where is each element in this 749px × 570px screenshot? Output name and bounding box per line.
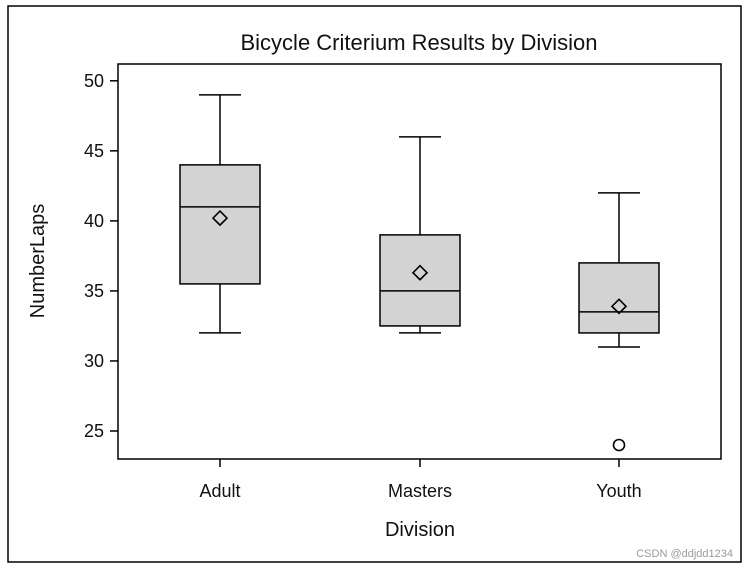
x-axis-label: Division xyxy=(385,519,455,541)
y-axis-label: NumberLaps xyxy=(27,204,49,319)
y-tick-label: 30 xyxy=(84,351,104,371)
box-iqr xyxy=(578,262,660,334)
mean-marker xyxy=(211,209,229,227)
chart-title: Bicycle Criterium Results by Division xyxy=(241,30,598,55)
x-tick-label: Youth xyxy=(596,481,641,501)
y-tick-label: 40 xyxy=(84,211,104,231)
y-tick-label: 45 xyxy=(84,141,104,161)
y-axis: 25 30 35 40 45 50 xyxy=(84,71,118,441)
mean-marker xyxy=(411,264,429,281)
y-tick-label: 25 xyxy=(84,421,104,441)
x-tick-label: Adult xyxy=(199,481,240,501)
box-youth xyxy=(578,192,660,452)
outlier-marker xyxy=(612,438,626,452)
x-tick-label: Masters xyxy=(388,481,452,501)
watermark: CSDN @ddjdd1234 xyxy=(636,548,733,560)
x-axis: Adult Masters Youth xyxy=(199,459,642,501)
box-adult xyxy=(179,94,261,334)
mean-marker xyxy=(610,298,628,315)
y-tick-label: 50 xyxy=(84,71,104,91)
y-tick-label: 35 xyxy=(84,281,104,301)
boxes xyxy=(179,94,660,452)
box-masters xyxy=(379,136,461,334)
